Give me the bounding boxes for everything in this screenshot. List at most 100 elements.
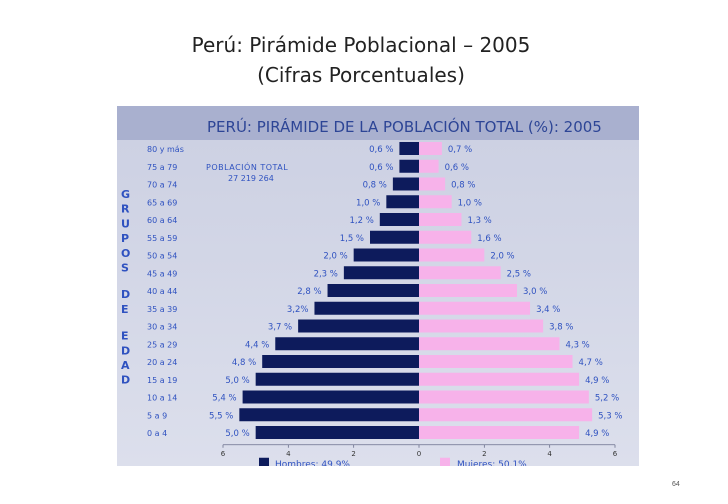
bar-label-hombres: 2,8 % (297, 287, 321, 297)
bar-mujeres (419, 177, 446, 191)
population-total-label: POBLACIÓN TOTAL (206, 161, 288, 172)
bar-mujeres (419, 337, 560, 351)
legend-label-hombres: Hombres: 49,9% (275, 460, 350, 466)
bar-hombres (353, 248, 419, 262)
bar-hombres (298, 319, 419, 333)
bar-label-mujeres: 0,6 % (445, 163, 469, 173)
bar-hombres (242, 390, 419, 404)
slide-title-block: Perú: Pirámide Poblacional – 2005 (Cifra… (0, 30, 728, 90)
bar-label-hombres: 4,8 % (232, 358, 256, 368)
bar-hombres (262, 355, 419, 368)
bar-hombres (399, 159, 419, 173)
bar-label-mujeres: 4,9 % (585, 429, 609, 439)
age-group-label: 50 a 54 (147, 252, 177, 261)
bar-mujeres (419, 355, 573, 368)
bar-hombres (392, 177, 419, 191)
y-axis-label-letter: R (121, 203, 130, 216)
bar-mujeres (419, 372, 580, 386)
y-axis-label-letter: E (121, 330, 129, 343)
x-axis-tick-label: 4 (547, 450, 552, 458)
age-group-label: 5 a 9 (147, 411, 167, 420)
bar-label-hombres: 3,2% (287, 305, 309, 315)
bar-mujeres (419, 195, 452, 209)
slide-title: Perú: Pirámide Poblacional – 2005 (191, 33, 531, 57)
bar-hombres (343, 266, 419, 280)
age-group-label: 80 y más (147, 145, 184, 154)
y-axis-label-letter: P (121, 232, 129, 245)
age-group-label: 15 a 19 (147, 376, 177, 385)
bar-mujeres (419, 159, 439, 173)
bar-hombres (255, 426, 419, 439)
x-axis-tick-label: 4 (286, 450, 291, 458)
age-group-label: 40 a 44 (147, 287, 177, 296)
bar-label-mujeres: 2,5 % (507, 269, 531, 279)
bar-label-hombres: 5,5 % (209, 411, 233, 421)
bar-mujeres (419, 248, 485, 262)
legend-label-mujeres: Mujeres: 50,1% (457, 460, 527, 466)
y-axis-label-letter: A (121, 359, 130, 372)
bar-label-mujeres: 3,0 % (523, 287, 547, 297)
age-group-label: 60 a 64 (147, 216, 177, 225)
bar-label-mujeres: 4,7 % (579, 358, 603, 368)
bar-mujeres (419, 390, 589, 404)
bar-label-hombres: 0,6 % (369, 145, 393, 155)
population-total-value: 27 219 264 (228, 174, 274, 183)
bar-hombres (275, 337, 419, 351)
bar-label-mujeres: 3,4 % (536, 305, 560, 315)
x-axis-tick-label: 0 (417, 450, 421, 458)
age-group-label: 55 a 59 (147, 234, 177, 243)
age-group-label: 0 a 4 (147, 429, 167, 438)
bar-hombres (386, 195, 419, 209)
bar-label-hombres: 2,3 % (314, 269, 338, 279)
page-number: 64 (672, 481, 680, 488)
slide-subtitle: (Cifras Porcentuales) (257, 63, 465, 87)
bar-label-mujeres: 3,8 % (549, 323, 573, 333)
y-axis-label-letter: U (121, 217, 130, 230)
legend-swatch-mujeres (440, 457, 450, 466)
bar-label-mujeres: 1,6 % (477, 234, 501, 244)
bar-label-hombres: 1,2 % (350, 216, 374, 226)
y-axis-label-letter: D (121, 288, 130, 301)
age-group-label: 10 a 14 (147, 394, 177, 403)
bar-label-hombres: 4,4 % (245, 340, 269, 350)
y-axis-label-letter: D (121, 344, 130, 357)
chart-title: PERÚ: PIRÁMIDE DE LA POBLACIÓN TOTAL (%)… (207, 117, 602, 136)
bar-hombres (255, 372, 419, 386)
bar-label-mujeres: 4,3 % (565, 340, 589, 350)
y-axis-label-letter: G (121, 188, 130, 201)
bar-hombres (239, 408, 419, 422)
pyramid-svg: PERÚ: PIRÁMIDE DE LA POBLACIÓN TOTAL (%)… (117, 106, 639, 466)
age-group-label: 20 a 24 (147, 358, 177, 367)
population-pyramid-chart: PERÚ: PIRÁMIDE DE LA POBLACIÓN TOTAL (%)… (117, 106, 639, 466)
x-axis-tick-label: 6 (613, 450, 618, 458)
bar-label-mujeres: 4,9 % (585, 376, 609, 386)
bar-label-mujeres: 1,0 % (458, 198, 482, 208)
x-axis-tick-label: 2 (482, 450, 486, 458)
bar-label-hombres: 1,5 % (340, 234, 364, 244)
age-group-label: 30 a 34 (147, 323, 177, 332)
legend-swatch-hombres (259, 457, 269, 466)
bar-hombres (399, 142, 419, 155)
bar-label-hombres: 0,6 % (369, 163, 393, 173)
y-axis-label-letter: O (121, 247, 130, 260)
bar-hombres (370, 230, 419, 244)
bar-mujeres (419, 230, 472, 244)
y-axis-label-letter: E (121, 303, 129, 316)
bar-mujeres (419, 408, 593, 422)
bar-hombres (379, 213, 419, 226)
bar-hombres (314, 301, 419, 315)
age-group-label: 25 a 29 (147, 340, 177, 349)
bar-mujeres (419, 301, 531, 315)
bar-label-mujeres: 5,2 % (595, 394, 619, 404)
bar-label-hombres: 5,4 % (212, 394, 236, 404)
x-axis-tick-label: 2 (351, 450, 355, 458)
x-axis-tick-label: 6 (221, 450, 226, 458)
bar-label-mujeres: 0,7 % (448, 145, 472, 155)
bar-label-mujeres: 0,8 % (451, 181, 475, 191)
bar-label-hombres: 5,0 % (225, 429, 249, 439)
bar-label-mujeres: 5,3 % (598, 411, 622, 421)
age-group-label: 75 a 79 (147, 163, 177, 172)
bar-label-mujeres: 1,3 % (467, 216, 491, 226)
age-group-label: 70 a 74 (147, 181, 177, 190)
y-axis-label-letter: D (121, 374, 130, 387)
